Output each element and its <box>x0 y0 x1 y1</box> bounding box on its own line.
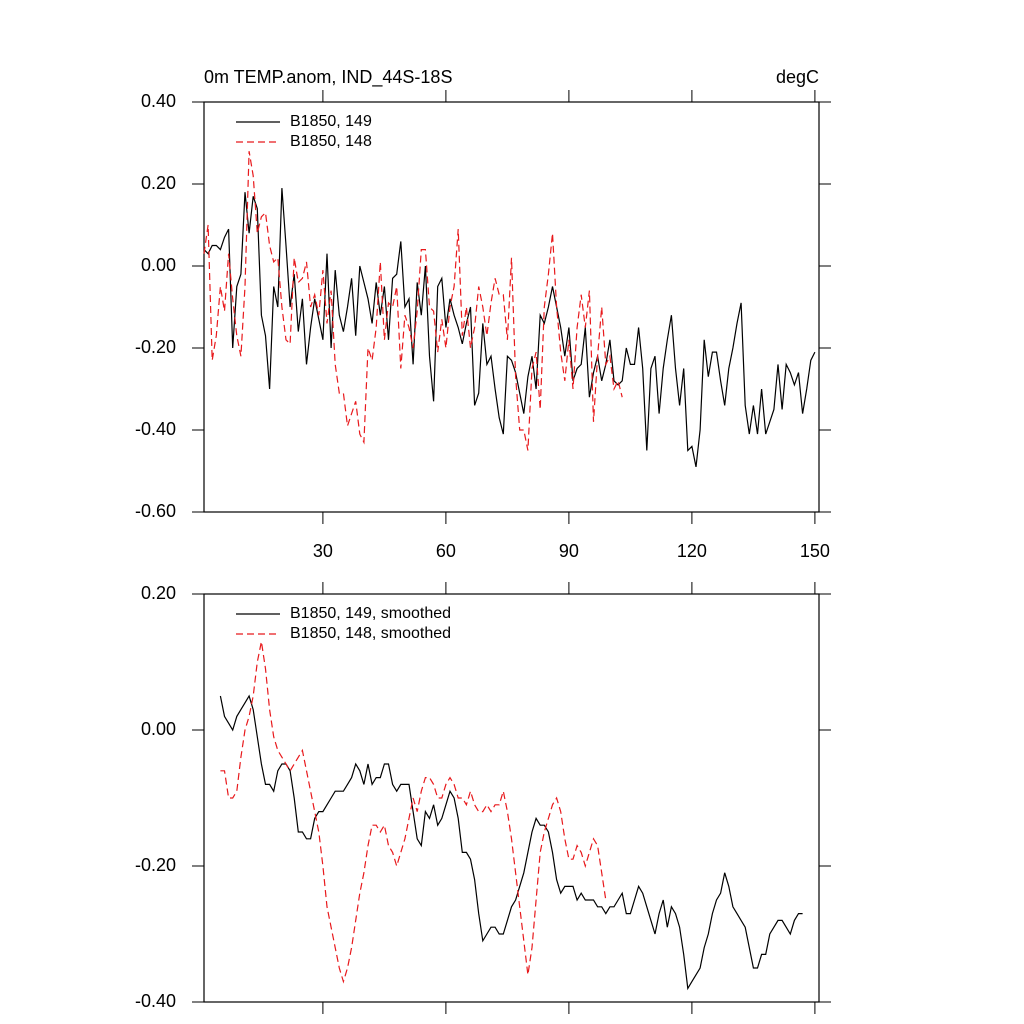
y-tick-label: -0.20 <box>135 337 176 357</box>
plot-frame <box>203 101 820 513</box>
y-tick-label: 0.00 <box>141 719 176 739</box>
legend-label: B1850, 149, smoothed <box>290 605 451 622</box>
y-tick-label: -0.20 <box>135 855 176 875</box>
series-line <box>220 641 607 984</box>
series-line <box>219 694 803 991</box>
y-tick-label: 0.20 <box>141 173 176 193</box>
y-tick-label: 0.00 <box>141 255 176 275</box>
x-tick-label: 90 <box>559 541 579 561</box>
plot-frame <box>203 593 820 1003</box>
units-label: degC <box>776 67 819 87</box>
series-line <box>203 151 623 451</box>
x-tick-label: 30 <box>313 541 333 561</box>
legend-label: B1850, 148, smoothed <box>290 625 451 642</box>
x-tick-label: 150 <box>800 541 830 561</box>
chart-title: 0m TEMP.anom, IND_44S-18S <box>204 67 452 88</box>
series-line <box>203 188 816 468</box>
y-tick-label: -0.40 <box>135 991 176 1011</box>
x-tick-label: 120 <box>677 541 707 561</box>
x-tick-label: 60 <box>436 541 456 561</box>
y-tick-label: 0.20 <box>141 583 176 603</box>
y-tick-label: -0.60 <box>135 501 176 521</box>
y-tick-label: -0.40 <box>135 419 176 439</box>
legend-label: B1850, 149 <box>290 113 372 130</box>
legend-label: B1850, 148 <box>290 133 372 150</box>
y-tick-label: 0.40 <box>141 91 176 111</box>
